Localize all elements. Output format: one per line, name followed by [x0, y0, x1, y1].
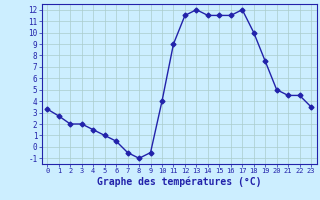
- X-axis label: Graphe des températures (°C): Graphe des températures (°C): [97, 177, 261, 187]
